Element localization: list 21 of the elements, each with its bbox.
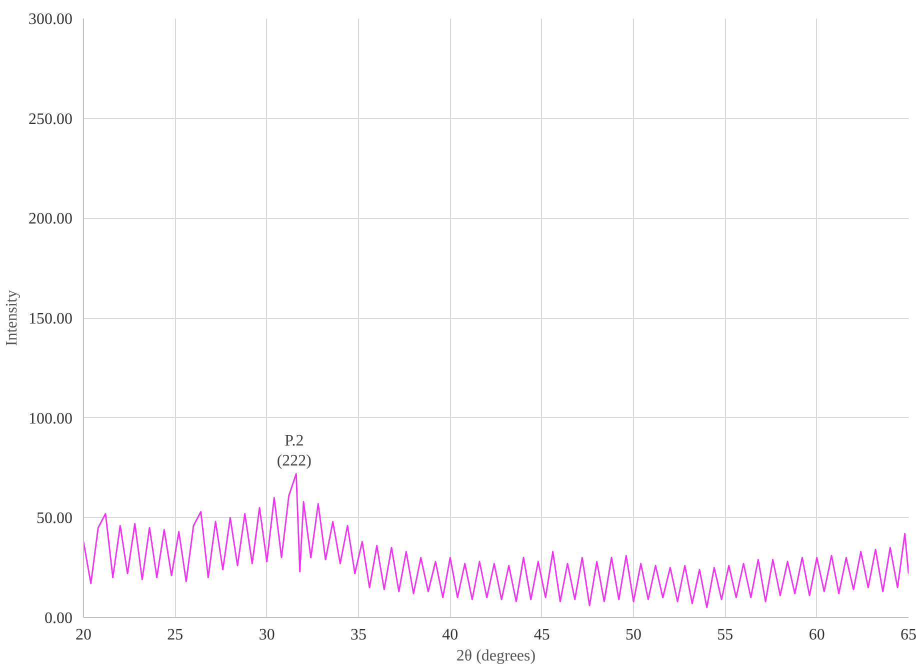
y-tick-label: 0.00 bbox=[44, 610, 72, 627]
y-tick-label: 300.00 bbox=[28, 11, 72, 28]
y-tick-label: 250.00 bbox=[28, 110, 72, 128]
y-tick-label: 100.00 bbox=[28, 410, 72, 428]
y-tick-label: 200.00 bbox=[28, 210, 72, 228]
annotation: P.2 (222) bbox=[276, 432, 312, 470]
x-tick-label: 25 bbox=[167, 626, 184, 644]
x-tick-label: 35 bbox=[350, 626, 366, 644]
x-tick-label: 65 bbox=[900, 626, 916, 644]
y-tick-label: 150.00 bbox=[28, 310, 72, 328]
x-tick-label: 20 bbox=[76, 626, 92, 644]
x-tick-label: 40 bbox=[442, 626, 458, 644]
line-series bbox=[84, 473, 908, 608]
x-tick-label: 55 bbox=[717, 626, 734, 644]
x-tick-label: 60 bbox=[808, 626, 825, 644]
x-tick-label: 45 bbox=[534, 626, 550, 644]
x-tick-label: 30 bbox=[258, 626, 275, 644]
x-axis-title: 2θ (degrees) bbox=[456, 648, 536, 664]
x-tick-label: 50 bbox=[626, 626, 642, 644]
y-axis-title: Intensity bbox=[4, 290, 20, 346]
y-tick-label: 50.00 bbox=[36, 510, 72, 528]
